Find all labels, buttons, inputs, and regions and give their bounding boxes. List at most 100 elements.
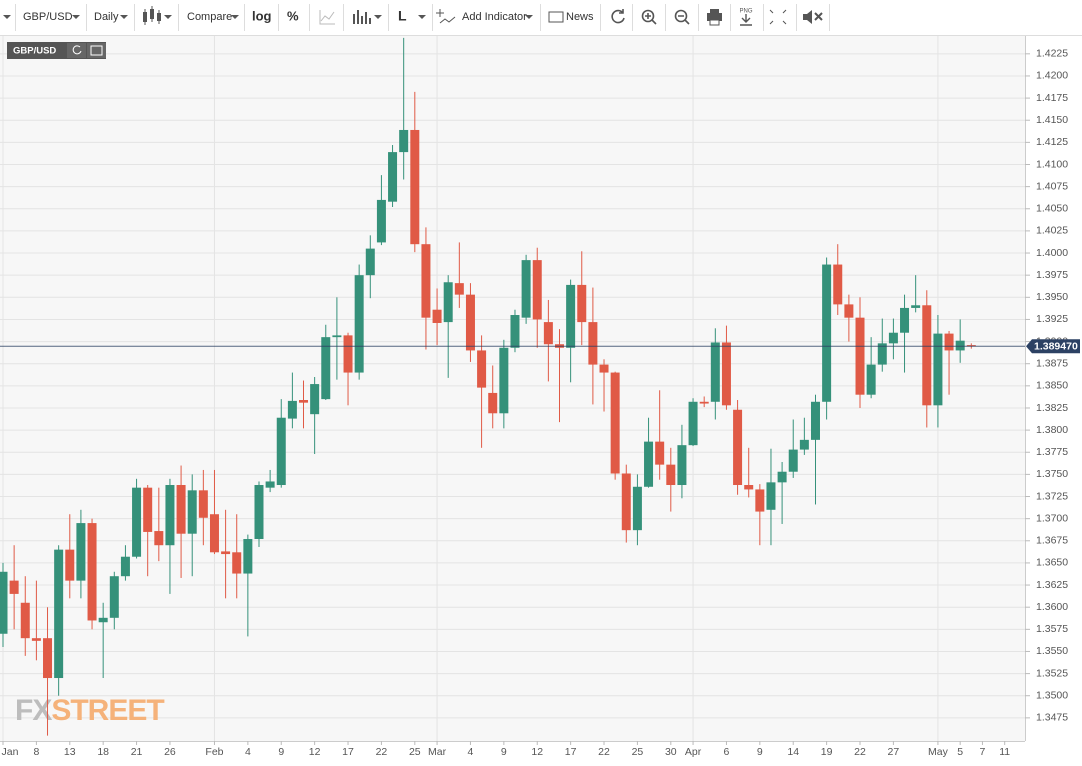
chart-type-button[interactable] <box>143 6 161 25</box>
y-tick-label: 1.4025 <box>1036 225 1068 237</box>
x-tick-label: 25 <box>409 746 421 758</box>
percent-button[interactable]: % <box>287 8 299 23</box>
line-button[interactable]: L <box>398 8 407 24</box>
y-tick-label: 1.4225 <box>1036 48 1068 60</box>
x-tick-label: 4 <box>468 746 474 758</box>
x-tick-label: 7 <box>980 746 986 758</box>
candle-body <box>76 523 86 581</box>
candle-body <box>154 531 164 546</box>
candle-body <box>421 244 431 318</box>
y-tick-label: 1.3625 <box>1036 579 1068 591</box>
legend-settings[interactable] <box>87 43 106 58</box>
y-tick-label: 1.3875 <box>1036 357 1068 369</box>
log-button[interactable]: log <box>252 8 272 23</box>
candle-body <box>432 309 442 323</box>
y-tick-label: 1.3950 <box>1036 291 1068 303</box>
candle-body <box>521 260 531 318</box>
candle-body <box>376 199 386 243</box>
dropdown-arrow <box>164 15 172 19</box>
candle-body <box>688 401 698 446</box>
candle-body <box>499 347 509 414</box>
candle-body <box>543 322 553 345</box>
candle-body <box>888 332 898 344</box>
candle-body <box>399 129 409 153</box>
candle-body <box>766 482 776 510</box>
candle-body <box>788 449 798 472</box>
x-tick-label: Mar <box>428 746 447 758</box>
news-button[interactable]: News <box>566 11 594 23</box>
candle-body <box>365 248 375 276</box>
candle-body <box>866 364 876 395</box>
candle-body <box>143 487 153 532</box>
zoom-out-button[interactable] <box>674 9 690 25</box>
add-indicator-button[interactable]: Add Indicator <box>462 11 527 23</box>
mute-button[interactable] <box>803 10 823 24</box>
plot-area <box>0 36 1025 741</box>
candle-body <box>232 552 242 574</box>
candle-body <box>187 490 197 534</box>
y-tick-label: 1.4075 <box>1036 180 1068 192</box>
symbol-button[interactable]: GBP/USD <box>23 11 73 23</box>
legend-refresh[interactable] <box>67 43 86 58</box>
y-tick-label: 1.4175 <box>1036 92 1068 104</box>
candle-body <box>911 305 921 308</box>
watermark: FXSTREET <box>15 694 164 727</box>
x-tick-label: 11 <box>999 746 1010 758</box>
candle-body <box>877 343 887 365</box>
print-button[interactable] <box>707 9 722 26</box>
fullscreen-button[interactable] <box>769 9 787 25</box>
candle-body <box>477 350 487 388</box>
x-tick-label: 17 <box>342 746 354 758</box>
candle-body <box>721 342 731 406</box>
y-tick-label: 1.4125 <box>1036 136 1068 148</box>
y-tick-label: 1.3925 <box>1036 313 1068 325</box>
candle-body <box>221 551 231 555</box>
y-tick-label: 1.3650 <box>1036 557 1068 569</box>
y-tick-label: 1.3800 <box>1036 424 1068 436</box>
candle-body <box>632 486 642 531</box>
candle-body <box>65 549 75 581</box>
x-tick-label: 22 <box>598 746 610 758</box>
draw-button[interactable] <box>319 10 335 25</box>
menu-arrow[interactable] <box>3 15 11 19</box>
candle-body <box>265 481 275 488</box>
compare-button[interactable]: Compare <box>187 11 232 23</box>
last-price-box <box>1026 339 1080 354</box>
candle-body <box>933 333 943 406</box>
candle-body <box>844 304 854 318</box>
png-button[interactable] <box>740 14 752 26</box>
x-tick-label: 5 <box>957 746 963 758</box>
x-tick-label: Jan <box>2 746 19 758</box>
x-tick-label: 26 <box>164 746 176 758</box>
x-tick-label: 19 <box>821 746 833 758</box>
candle-body <box>276 417 286 486</box>
x-tick-label: 27 <box>888 746 900 758</box>
x-tick-label: 17 <box>565 746 577 758</box>
last-price-label: 1.389470 <box>1034 341 1078 353</box>
candle-body <box>98 617 108 623</box>
candle-body <box>9 580 19 594</box>
candle-body <box>822 264 832 402</box>
y-tick-label: 1.3700 <box>1036 512 1068 524</box>
candle-body <box>132 487 142 557</box>
candle-body <box>799 439 809 450</box>
x-tick-label: 22 <box>854 746 866 758</box>
indicator-icon <box>436 9 456 24</box>
candle-body <box>198 490 208 518</box>
zoom-in-button[interactable] <box>641 9 657 25</box>
x-tick-label: 6 <box>724 746 730 758</box>
volume-button[interactable] <box>353 10 371 24</box>
y-tick-label: 1.4150 <box>1036 114 1068 126</box>
candle-body <box>465 294 475 351</box>
x-tick-label: 9 <box>278 746 284 758</box>
candle-body <box>109 576 119 618</box>
x-tick-label: 25 <box>632 746 644 758</box>
refresh-button[interactable] <box>611 9 625 24</box>
candle-body <box>577 284 587 323</box>
x-tick-label: 14 <box>787 746 799 758</box>
y-tick-label: 1.3550 <box>1036 645 1068 657</box>
x-tick-label: Feb <box>205 746 223 758</box>
candle-body <box>43 638 53 679</box>
candle-body <box>610 372 620 474</box>
interval-button[interactable]: Daily <box>94 11 119 23</box>
